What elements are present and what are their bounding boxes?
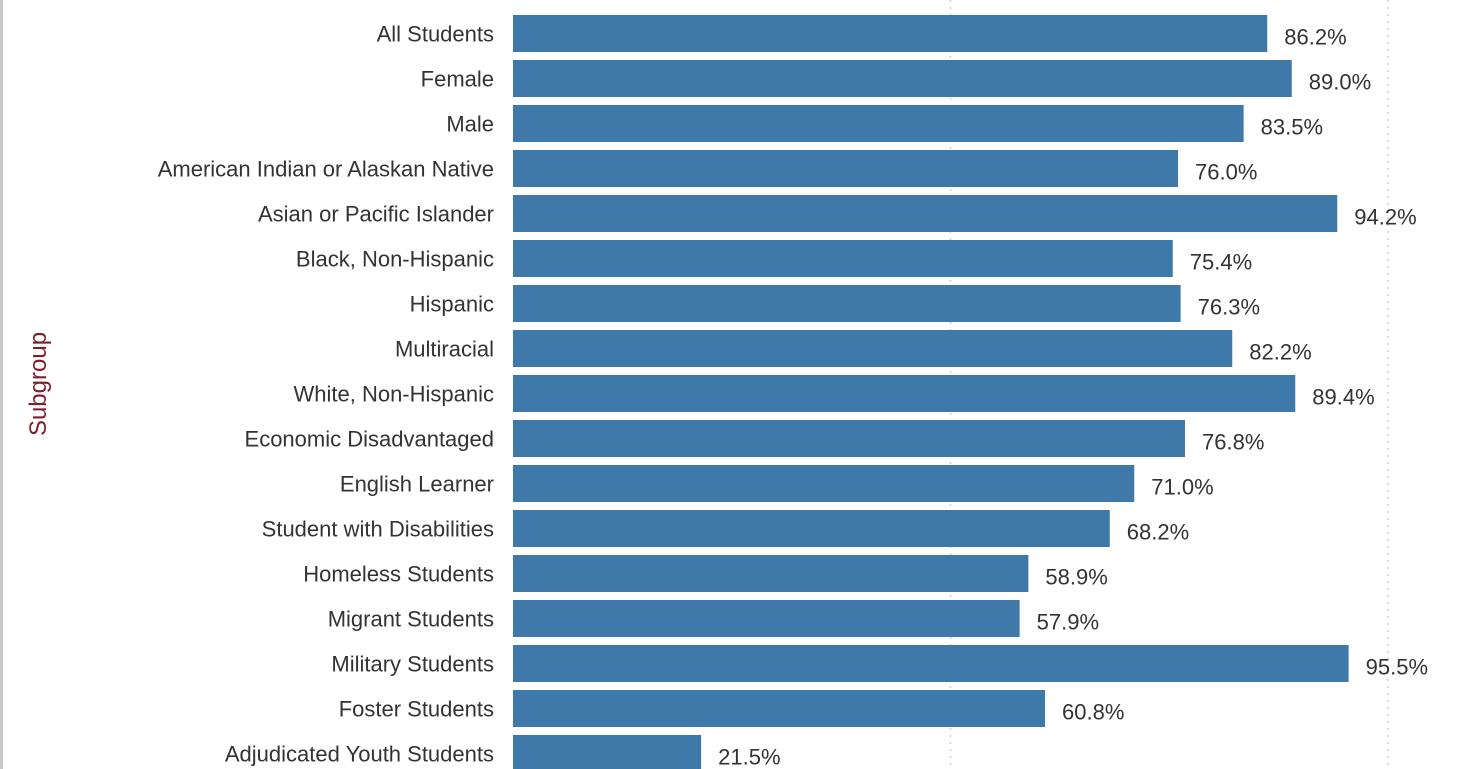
value-label: 21.5% — [718, 745, 780, 769]
value-label: 82.2% — [1249, 340, 1311, 365]
value-label: 68.2% — [1127, 520, 1189, 545]
bar[interactable] — [513, 420, 1185, 457]
category-label: Asian or Pacific Islander — [258, 202, 494, 227]
category-label: Multiracial — [395, 337, 494, 362]
value-label: 94.2% — [1354, 205, 1416, 230]
bar[interactable] — [513, 600, 1020, 637]
category-label: Student with Disabilities — [262, 517, 494, 542]
bar[interactable] — [513, 105, 1244, 142]
value-label: 83.5% — [1261, 115, 1323, 140]
bar[interactable] — [513, 285, 1181, 322]
bar[interactable] — [513, 375, 1296, 412]
bar[interactable] — [513, 465, 1135, 502]
bar[interactable] — [513, 555, 1029, 592]
bar[interactable] — [513, 690, 1045, 727]
bar[interactable] — [513, 150, 1178, 187]
bar[interactable] — [513, 645, 1349, 682]
value-label: 71.0% — [1151, 475, 1213, 500]
value-label: 95.5% — [1366, 655, 1428, 680]
category-label: Adjudicated Youth Students — [225, 742, 494, 767]
bar[interactable] — [513, 195, 1338, 232]
category-label: American Indian or Alaskan Native — [158, 157, 494, 182]
bar[interactable] — [513, 240, 1173, 277]
value-label: 58.9% — [1045, 565, 1107, 590]
bar-chart: All Students 86.2% Female 89.0% Male 83.5% Ame… — [158, 0, 1428, 769]
value-label: 76.8% — [1202, 430, 1264, 455]
category-label: Black, Non-Hispanic — [296, 247, 494, 272]
category-label: Male — [446, 112, 494, 137]
value-label: 76.0% — [1195, 160, 1257, 185]
value-label: 86.2% — [1284, 25, 1346, 50]
bar[interactable] — [513, 60, 1292, 97]
value-label: 89.4% — [1312, 385, 1374, 410]
category-label: Migrant Students — [328, 607, 494, 632]
bar[interactable] — [513, 735, 702, 769]
category-label: All Students — [377, 22, 494, 47]
category-label: Military Students — [331, 652, 494, 677]
value-label: 89.0% — [1309, 70, 1371, 95]
value-label: 57.9% — [1037, 610, 1099, 635]
category-label: Female — [421, 67, 494, 92]
value-label: 76.3% — [1198, 295, 1260, 320]
bar[interactable] — [513, 510, 1110, 547]
bar[interactable] — [513, 330, 1233, 367]
category-label: Economic Disadvantaged — [245, 427, 494, 452]
category-label: Hispanic — [410, 292, 494, 317]
category-label: Foster Students — [339, 697, 494, 722]
category-label: Homeless Students — [303, 562, 494, 587]
value-label: 75.4% — [1190, 250, 1252, 275]
value-label: 60.8% — [1062, 700, 1124, 725]
bar[interactable] — [513, 15, 1268, 52]
category-label: White, Non-Hispanic — [293, 382, 494, 407]
category-label: English Learner — [340, 472, 494, 497]
